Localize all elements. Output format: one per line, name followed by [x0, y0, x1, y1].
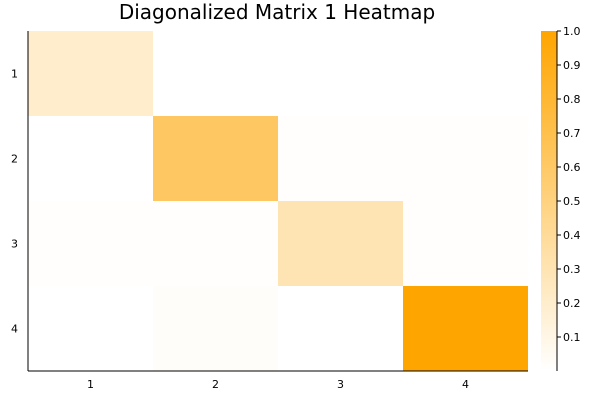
heatmap-cell-r1-c2 [153, 31, 278, 116]
colorbar-tick-label: 0.8 [563, 93, 581, 106]
heatmap-cell-r1-c3 [278, 31, 403, 116]
colorbar [541, 31, 557, 371]
heatmap-cell-r3-c3 [278, 201, 403, 286]
heatmap-cell-r3-c2 [153, 201, 278, 286]
heatmap-cell-r4-c4 [403, 286, 528, 371]
colorbar-tick-label: 0.9 [563, 59, 581, 72]
heatmap-cells [28, 31, 528, 371]
heatmap-cell-r4-c1 [28, 286, 153, 371]
heatmap-cell-r4-c2 [153, 286, 278, 371]
colorbar-tick-label: 0.6 [563, 161, 581, 174]
x-tick-label-2: 2 [212, 378, 219, 391]
colorbar-tick-label: 0.7 [563, 127, 581, 140]
y-tick-label-2: 2 [11, 153, 18, 166]
x-tick-labels: 1 2 3 4 [87, 378, 469, 391]
y-tick-label-1: 1 [11, 68, 18, 81]
chart-title: Diagonalized Matrix 1 Heatmap [119, 0, 435, 24]
heatmap-cell-r3-c1 [28, 201, 153, 286]
colorbar-tick-label: 0.2 [563, 297, 581, 310]
y-tick-label-3: 3 [11, 238, 18, 251]
heatmap-cell-r2-c2 [153, 116, 278, 201]
y-tick-labels: 1 2 3 4 [11, 68, 18, 336]
y-tick-label-4: 4 [11, 323, 18, 336]
heatmap-cell-r3-c4 [403, 201, 528, 286]
colorbar-tick-label: 1.0 [563, 25, 581, 38]
heatmap-cell-r4-c3 [278, 286, 403, 371]
colorbar-tick-label: 0.4 [563, 229, 581, 242]
heatmap-cell-r2-c1 [28, 116, 153, 201]
heatmap-cell-r1-c4 [403, 31, 528, 116]
x-tick-label-3: 3 [337, 378, 344, 391]
heatmap-cell-r2-c3 [278, 116, 403, 201]
colorbar-tick-label: 0.1 [563, 331, 581, 344]
colorbar-tick-label: 0.3 [563, 263, 581, 276]
heatmap-cell-r2-c4 [403, 116, 528, 201]
colorbar-tick-label: 0.5 [563, 195, 581, 208]
colorbar-ticks: 0.1 0.2 0.3 0.4 0.5 0.6 0.7 0.8 0.9 1.0 [557, 25, 581, 344]
x-tick-label-4: 4 [462, 378, 469, 391]
heatmap-cell-r1-c1 [28, 31, 153, 116]
x-tick-label-1: 1 [87, 378, 94, 391]
